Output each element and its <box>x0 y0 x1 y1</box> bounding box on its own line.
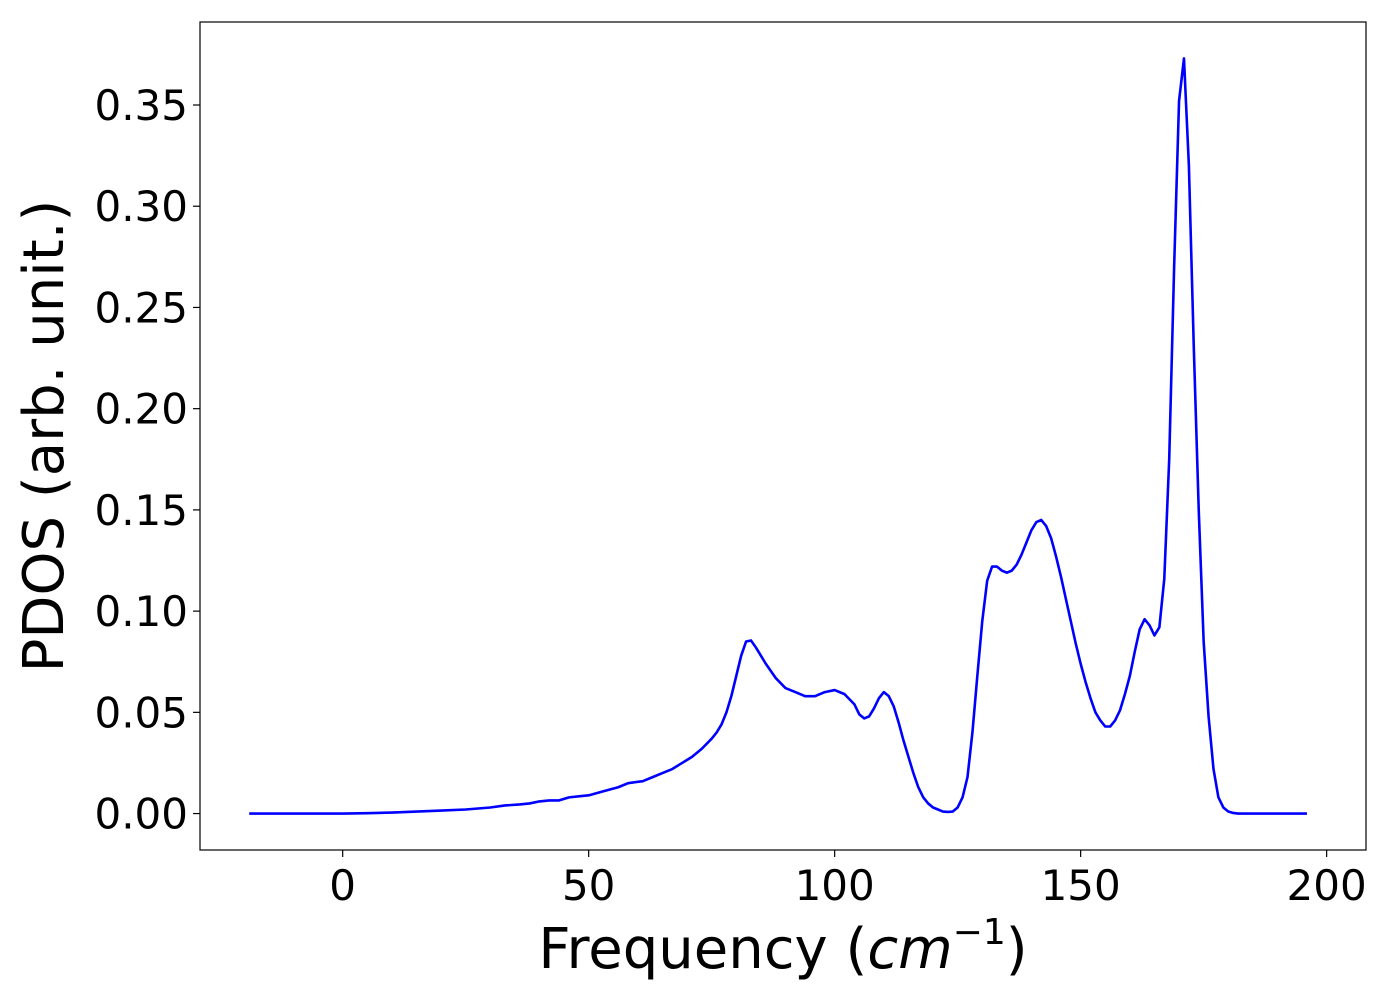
x-tick-label: 200 <box>1287 861 1367 910</box>
ticks: 0 50 100 150 200 0.00 0.05 0.10 0.15 0.20 0.25 0.30… <box>94 81 1366 910</box>
x-tick-label: 50 <box>562 861 615 910</box>
x-tick-label: 0 <box>329 861 356 910</box>
series-line-pdos <box>249 57 1307 815</box>
plot-frame <box>199 21 1367 851</box>
x-axis-label-unit: cm <box>867 917 952 982</box>
x-axis-label-text: Frequency ( <box>538 917 867 982</box>
y-tick-label: 0.35 <box>94 81 188 130</box>
x-tick-label: 100 <box>795 861 875 910</box>
x-tick-label: 150 <box>1041 861 1121 910</box>
y-tick-label: 0.25 <box>94 283 188 332</box>
y-tick-label: 0.30 <box>94 182 188 231</box>
x-axis-label: Frequency (cm−1) <box>538 912 1027 982</box>
y-axis-label: PDOS (arb. unit.) <box>12 200 77 673</box>
y-tick-label: 0.05 <box>94 688 188 737</box>
y-tick-label: 0.20 <box>94 385 188 434</box>
y-tick-label: 0.15 <box>94 486 188 535</box>
x-axis-label-close: ) <box>1006 917 1028 982</box>
y-tick-label: 0.00 <box>94 790 188 839</box>
x-axis-label-exponent: −1 <box>953 912 1006 953</box>
y-tick-label: 0.10 <box>94 587 188 636</box>
